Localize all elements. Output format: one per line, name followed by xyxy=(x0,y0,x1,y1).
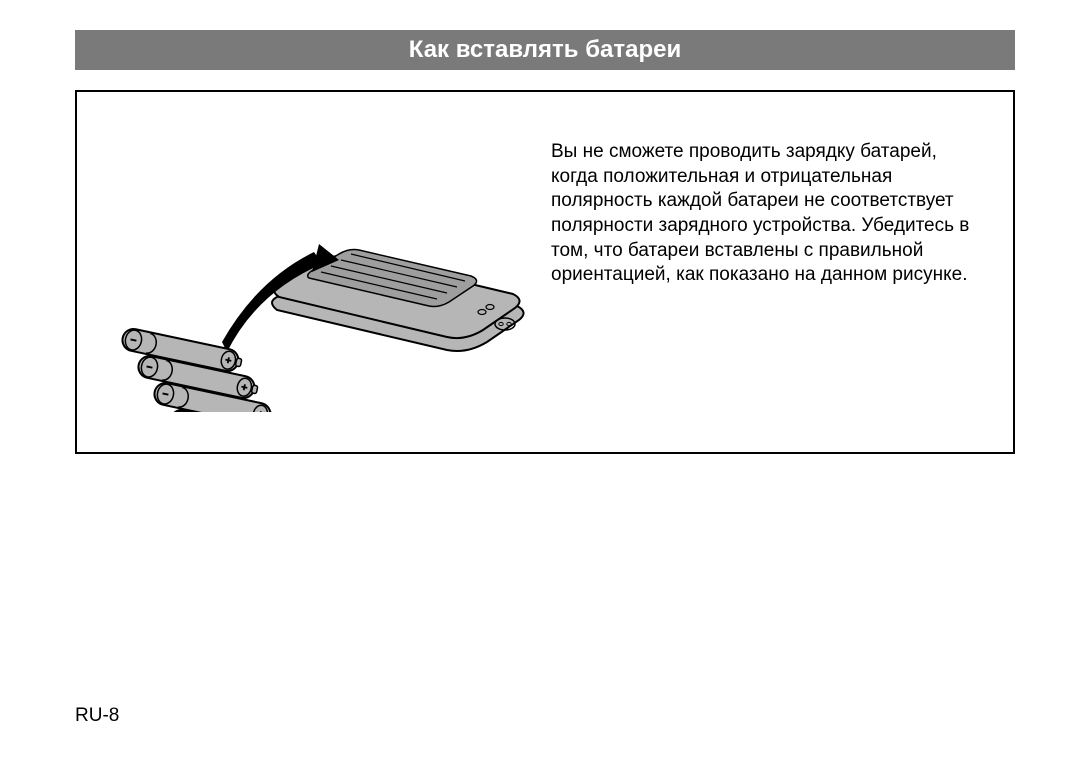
instruction-text: Вы не сможете проводить зарядку батарей,… xyxy=(551,122,983,412)
section-title-bar: Как вставлять батареи xyxy=(75,30,1015,70)
battery-insertion-illustration xyxy=(107,122,527,412)
content-frame: Вы не сможете проводить зарядку батарей,… xyxy=(75,90,1015,454)
batteries-group xyxy=(120,327,291,412)
section-title: Как вставлять батареи xyxy=(409,36,681,64)
page-number: RU-8 xyxy=(75,705,119,727)
